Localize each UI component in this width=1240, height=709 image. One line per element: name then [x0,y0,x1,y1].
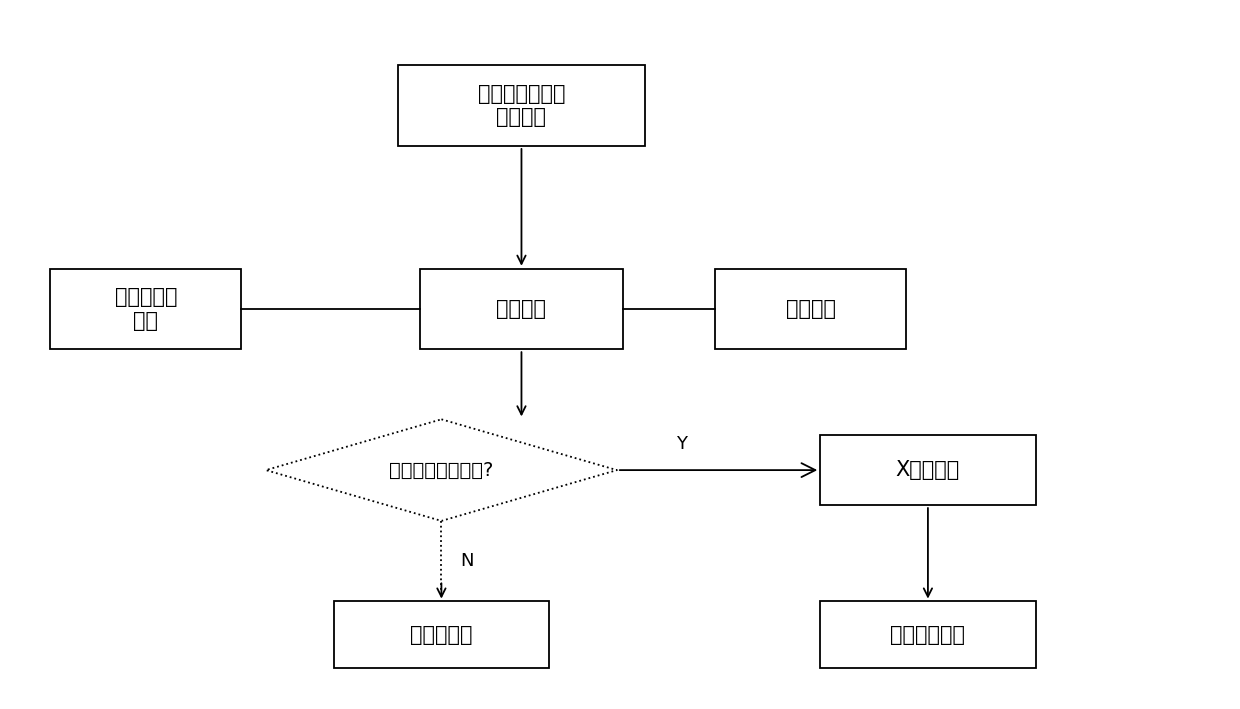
Bar [334,601,549,668]
Bar [820,601,1035,668]
Text: 红外测温: 红外测温 [496,299,547,319]
Text: 紫外光子数
检测: 紫外光子数 检测 [114,287,177,330]
Bar [398,65,645,146]
Text: X射线检测: X射线检测 [895,460,960,480]
Text: Y: Y [676,435,687,452]
Bar [715,269,906,350]
Text: 存在局部放电现象?: 存在局部放电现象? [389,461,494,479]
Text: N: N [460,552,474,570]
Text: 缺陷位置定位: 缺陷位置定位 [890,625,966,644]
Text: 检测拐点电压和
拐点电流: 检测拐点电压和 拐点电流 [477,84,565,128]
Bar [51,269,242,350]
Bar [420,269,622,350]
Text: 局部检测: 局部检测 [786,299,836,319]
Bar [820,435,1035,505]
Text: 无明显异常: 无明显异常 [410,625,472,644]
